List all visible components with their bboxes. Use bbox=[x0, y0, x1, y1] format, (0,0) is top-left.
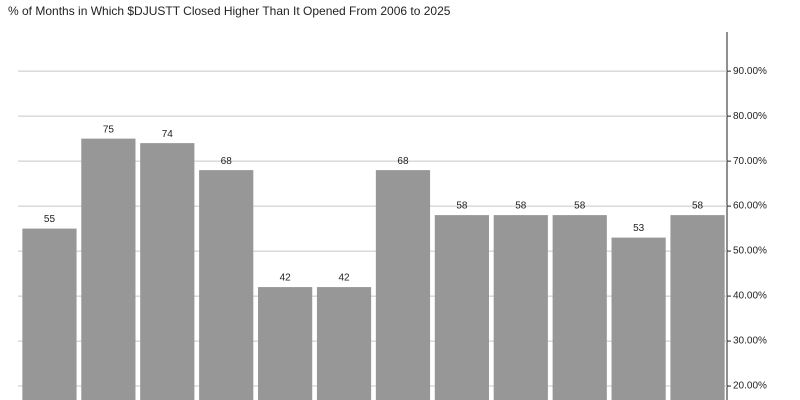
bar bbox=[22, 228, 77, 400]
y-tick-label: 70.00% bbox=[733, 156, 767, 167]
y-tick-label: 30.00% bbox=[733, 336, 767, 347]
value-label: 58 bbox=[456, 201, 468, 212]
bar bbox=[434, 215, 489, 400]
value-label: 55 bbox=[44, 214, 56, 225]
value-label: 74 bbox=[162, 129, 174, 140]
chart-title: % of Months in Which $DJUSTT Closed High… bbox=[8, 4, 451, 18]
value-label: 68 bbox=[397, 156, 409, 167]
bar bbox=[199, 170, 254, 400]
bar bbox=[552, 215, 607, 400]
y-tick-label: 20.00% bbox=[733, 381, 767, 392]
value-label: 58 bbox=[574, 201, 586, 212]
y-tick-label: 90.00% bbox=[733, 66, 767, 77]
value-label: 58 bbox=[515, 201, 527, 212]
bar bbox=[140, 143, 195, 400]
y-tick-label: 50.00% bbox=[733, 246, 767, 257]
bar bbox=[670, 215, 725, 400]
y-tick-label: 40.00% bbox=[733, 291, 767, 302]
bar bbox=[611, 237, 666, 400]
value-label: 75 bbox=[103, 124, 115, 135]
bar bbox=[81, 138, 136, 400]
value-label: 53 bbox=[633, 223, 645, 234]
bar bbox=[258, 287, 313, 400]
value-label: 68 bbox=[221, 156, 233, 167]
y-tick-label: 60.00% bbox=[733, 201, 767, 212]
value-label: 58 bbox=[692, 201, 704, 212]
y-tick-label: 80.00% bbox=[733, 111, 767, 122]
bar bbox=[493, 215, 548, 400]
value-label: 42 bbox=[280, 273, 292, 284]
value-label: 42 bbox=[338, 273, 350, 284]
bar bbox=[375, 170, 431, 400]
bar bbox=[316, 287, 372, 400]
